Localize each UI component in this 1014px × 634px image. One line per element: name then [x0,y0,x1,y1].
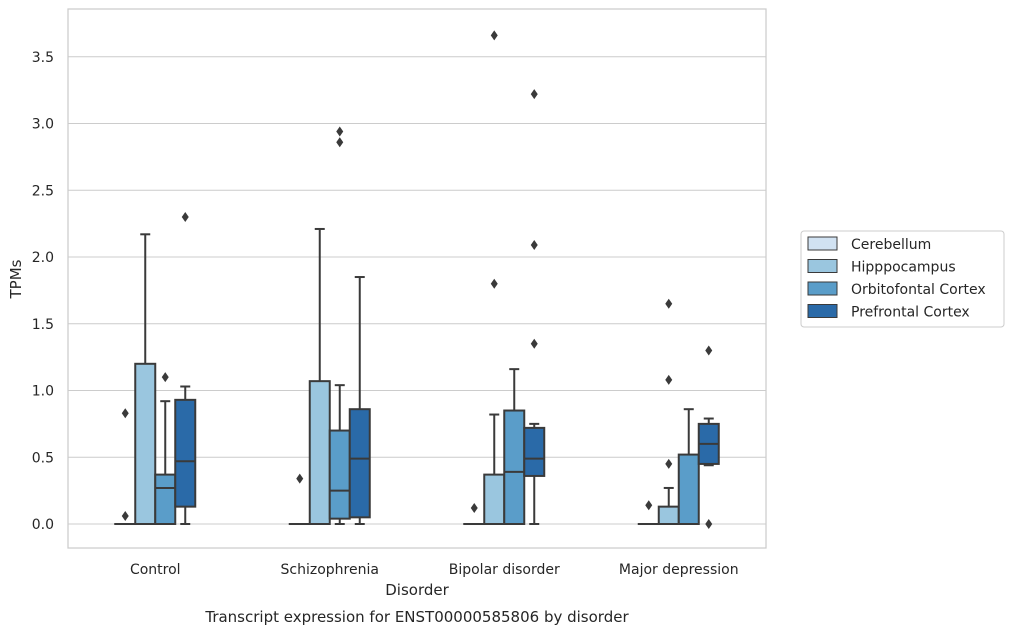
box-body [523,426,546,477]
box-2-0 [463,502,486,526]
box-0-1 [134,233,157,525]
y-axis-title: TPMs [7,259,25,299]
y-tick-label-2: 1.0 [32,384,54,400]
y-tick-label-4: 2.0 [32,250,54,266]
y-tick-label-3: 1.5 [32,317,54,333]
x-axis-ticks: Control Schizophrenia Bipolar disorder Majo… [130,562,739,578]
box-0-0 [114,408,137,526]
outlier-point-0 [296,473,304,484]
box-2-3 [523,89,546,525]
legend: Cerebellum Hipppocampus Orbitofontal Corte… [800,230,1005,328]
legend-label-2: Orbitofontal Cortex [851,282,986,298]
outlier-point-0 [665,458,673,469]
box-3-3 [697,345,720,529]
outlier-point-2 [530,89,538,100]
y-tick-label-5: 2.5 [32,183,54,199]
chart-caption: Transcript expression for ENST0000058580… [204,608,629,626]
box-0-3 [174,211,197,525]
legend-swatch-2 [807,281,838,296]
legend-frame [800,230,1005,328]
box-body [677,453,700,525]
x-tick-label-0: Control [130,562,181,578]
outlier-point-0 [705,519,713,529]
x-tick-label-1: Schizophrenia [281,562,379,578]
y-axis-ticks: 0.0 0.5 1.0 1.5 2.0 2.5 3.0 3.5 [32,50,54,533]
box-body [348,408,371,519]
outlier-point-0 [181,211,189,222]
x-tick-label-2: Bipolar disorder [449,562,560,578]
box-3-1 [657,298,680,525]
legend-label-1: Hipppocampus [851,260,956,276]
outlier-point-0 [161,372,169,383]
y-tick-label-1: 0.5 [32,450,54,466]
outlier-point-1 [665,374,673,385]
box-3-0 [637,500,660,526]
y-tick-label-6: 3.0 [32,117,54,133]
outlier-point-0 [336,137,344,148]
legend-swatch-3 [807,304,838,318]
legend-swatch-0 [807,236,838,251]
outlier-point-2 [665,298,673,309]
box-body [483,473,506,526]
legend-label-3: Prefrontal Cortex [851,305,970,321]
outlier-point-1 [121,408,129,419]
box-body [308,380,331,525]
box-1-3 [348,276,371,525]
box-body [657,505,680,525]
outlier-point-0 [645,500,653,511]
plot-frame [67,8,767,549]
outlier-point-1 [490,30,498,41]
y-tick-label-0: 0.0 [32,517,54,533]
outlier-point-0 [121,510,129,521]
outlier-point-0 [490,278,498,289]
outlier-point-0 [470,502,478,513]
x-tick-label-3: Major depression [619,562,739,578]
outlier-point-1 [336,126,344,137]
box-groups [114,30,720,529]
box-body [503,409,526,525]
outlier-point-1 [705,345,713,356]
box-body [134,362,157,525]
box-3-2 [677,408,700,525]
outlier-point-0 [530,338,538,349]
legend-label-0: Cerebellum [851,237,931,253]
y-tick-label-7: 3.5 [32,50,54,66]
plot-area [68,9,766,548]
box-2-1 [483,30,506,526]
box-body [174,398,197,508]
x-axis-title: Disorder [385,581,449,599]
outlier-point-1 [530,239,538,250]
legend-swatch-1 [807,259,838,273]
box-body [154,473,177,526]
box-body [328,429,351,520]
